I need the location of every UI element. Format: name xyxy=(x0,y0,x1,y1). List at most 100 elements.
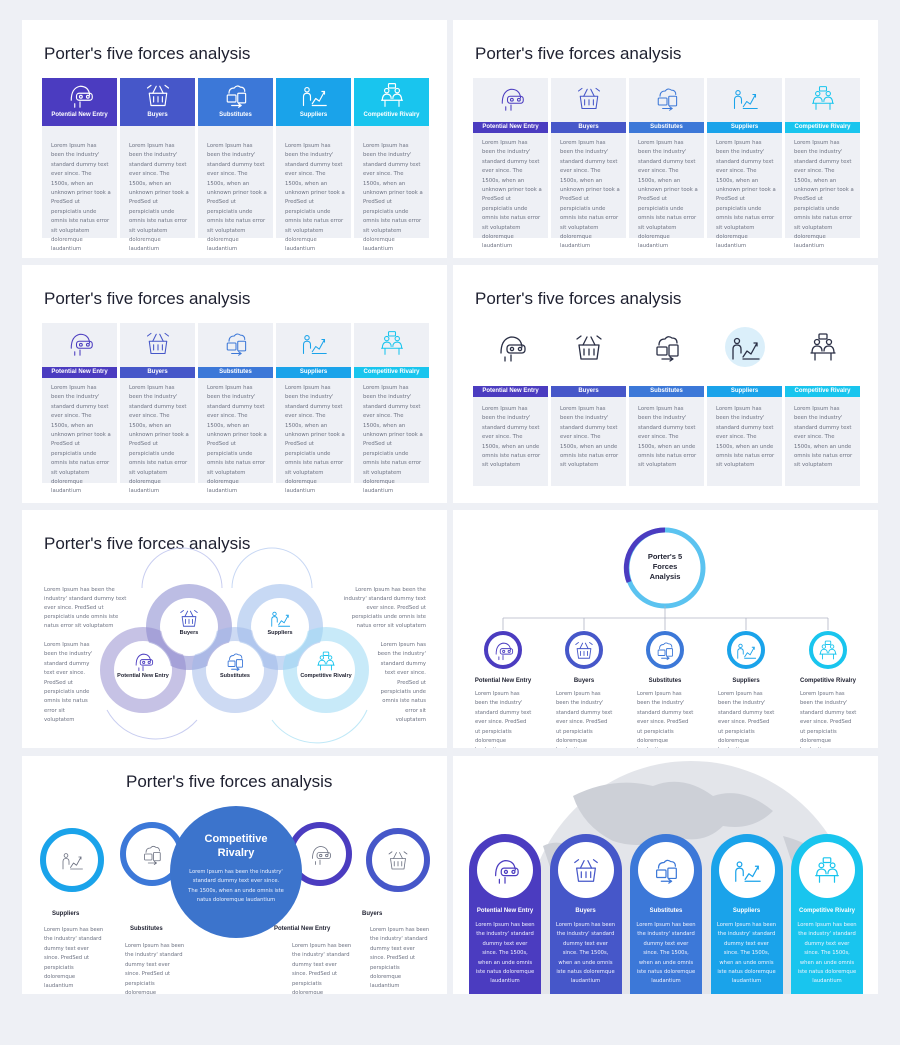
slide-title: Porter's five forces analysis xyxy=(44,44,251,63)
node-label: Buyers xyxy=(573,678,595,684)
column-label: Suppliers xyxy=(299,112,328,118)
icon-disc xyxy=(718,842,775,898)
column-body xyxy=(707,386,782,486)
vr-headset-icon xyxy=(490,855,520,890)
label-bar: Potential New Entry xyxy=(473,386,548,397)
team-meeting-icon xyxy=(809,84,837,117)
column-label: Buyers xyxy=(147,112,168,118)
team-meeting-icon xyxy=(378,329,406,362)
label-bar: Suppliers xyxy=(707,386,782,397)
card-text: Lorem Ipsum has been the industry' stand… xyxy=(797,922,857,985)
slide-title: Porter's five forces analysis xyxy=(44,289,251,308)
supplier-chart-icon xyxy=(732,855,762,890)
label-bar: Buyers xyxy=(551,386,626,397)
force-column: Competitive Rivalry Lorem Ipsum has been … xyxy=(785,386,860,486)
slide-title: Porter's five forces analysis xyxy=(126,772,333,791)
column-text: Lorem Ipsum has been the industry' stand… xyxy=(363,143,423,253)
slide-3: Porter's five forces analysis Potential … xyxy=(22,265,447,503)
slide-7: Porter's five forces analysis Suppliers L… xyxy=(22,756,447,994)
force-column: Potential New Entry Lorem Ipsum has been … xyxy=(42,78,117,252)
force-card: Potential New Entry Lorem Ipsum has been … xyxy=(469,834,541,994)
node-ring xyxy=(565,631,603,669)
slide-6: Porter's 5 Forces Analysis Potential New… xyxy=(453,510,878,748)
card-label: Competitive Rivalry xyxy=(798,908,856,914)
column-text: Lorem Ipsum has been the industry' stand… xyxy=(638,406,697,469)
force-column: Competitive Rivalry Lorem Ipsum has been … xyxy=(354,323,429,494)
force-column: Substitutes Lorem Ipsum has been the indu… xyxy=(629,78,704,249)
node-ring xyxy=(727,631,765,669)
supplier-chart-icon xyxy=(269,607,291,634)
column-text: Lorem Ipsum has been the industry' stand… xyxy=(716,140,776,250)
label-bar: Substitutes xyxy=(629,386,704,397)
label-bar: Substitutes xyxy=(629,122,704,133)
label-bar: Competitive Rivalry xyxy=(785,122,860,133)
card-label: Buyers xyxy=(575,908,596,914)
column-text: Lorem Ipsum has been the industry' stand… xyxy=(285,385,345,495)
team-meeting-icon xyxy=(801,325,845,369)
center-title: Porter's 5 Forces Analysis xyxy=(647,552,683,581)
force-column: Suppliers Lorem Ipsum has been the indust… xyxy=(707,386,782,486)
rings-diagram xyxy=(100,547,369,744)
column-body xyxy=(276,126,351,238)
force-column: Competitive Rivalry Lorem Ipsum has been … xyxy=(354,78,429,252)
label-bar: Potential New Entry xyxy=(42,367,117,378)
column-text: Lorem Ipsum has been the industry' stand… xyxy=(482,406,541,469)
ring-label: Substitutes xyxy=(220,673,250,679)
ring-label: Competitive Rivalry xyxy=(300,673,352,679)
node-label: Suppliers xyxy=(732,678,760,684)
shopping-basket-icon xyxy=(573,639,595,666)
column-label: Potential New Entry xyxy=(51,112,108,118)
slide-5: Porter's five forces analysis Buyers Supp… xyxy=(22,510,447,748)
label-bar: Potential New Entry xyxy=(473,122,548,133)
force-column: Suppliers Lorem Ipsum has been the indust… xyxy=(276,78,351,252)
shopping-basket-icon xyxy=(571,855,601,890)
slide-4: Porter's five forces analysis Potential … xyxy=(453,265,878,503)
text-block: Lorem Ipsum has been the industry' stand… xyxy=(44,587,127,629)
card-text: Lorem Ipsum has been the industry' stand… xyxy=(636,922,696,985)
node-text: Lorem Ipsum has been the industry' stand… xyxy=(800,691,857,748)
force-card: Buyers Lorem Ipsum has been the industry'… xyxy=(549,834,622,994)
slide-2: Porter's five forces analysis Potential … xyxy=(453,20,878,258)
swap-icon xyxy=(224,650,246,677)
slide-title: Porter's five forces analysis xyxy=(44,534,251,553)
card-label: Substitutes xyxy=(649,908,683,914)
ring-label: Potential New Entry xyxy=(274,926,331,932)
force-column: Substitutes Lorem Ipsum has been the indu… xyxy=(198,78,273,252)
card-label: Suppliers xyxy=(732,908,761,914)
column-body xyxy=(42,126,117,238)
column-text: Lorem Ipsum has been the industry' stand… xyxy=(207,385,267,495)
force-ring xyxy=(366,828,430,892)
node-label: Potential New Entry xyxy=(474,678,532,684)
ring-label: Suppliers xyxy=(267,630,293,636)
force-card: Suppliers Lorem Ipsum has been the indust… xyxy=(710,834,783,994)
slide-title: Porter's five forces analysis xyxy=(475,289,682,308)
supplier-chart-icon xyxy=(723,325,767,369)
vr-headset-icon xyxy=(66,329,94,362)
swap-icon xyxy=(653,84,681,117)
vr-headset-icon xyxy=(489,325,533,369)
text-block: Lorem Ipsum has been the industry' stand… xyxy=(343,587,426,629)
column-body xyxy=(354,126,429,238)
node-label: Substitutes xyxy=(648,678,682,684)
shopping-basket-icon xyxy=(144,81,172,114)
column-text: Lorem Ipsum has been the industry' stand… xyxy=(560,140,620,250)
column-text: Lorem Ipsum has been the industry' stand… xyxy=(638,140,698,250)
column-body xyxy=(551,386,626,486)
team-meeting-icon xyxy=(315,650,337,677)
column-text: Lorem Ipsum has been the industry' stand… xyxy=(207,143,267,253)
column-text: Lorem Ipsum has been the industry' stand… xyxy=(716,406,775,469)
ring-label: Potential New Entry xyxy=(117,673,169,679)
column-text: Lorem Ipsum has been the industry' stand… xyxy=(794,406,853,469)
big-circle-text: Lorem Ipsum has been the industry' stand… xyxy=(188,869,284,903)
force-column: Buyers Lorem Ipsum has been the industry'… xyxy=(120,323,195,494)
ring-label: Buyers xyxy=(179,630,199,636)
force-column: Suppliers Lorem Ipsum has been the indust… xyxy=(276,323,351,494)
card-text: Lorem Ipsum has been the industry' stand… xyxy=(475,922,535,985)
force-column: Buyers Lorem Ipsum has been the industry'… xyxy=(551,386,626,486)
vr-headset-icon xyxy=(308,842,332,871)
label-bar: Buyers xyxy=(551,122,626,133)
column-body xyxy=(354,323,429,483)
column-header xyxy=(354,78,429,126)
icon-disc xyxy=(557,842,614,898)
node-ring xyxy=(484,631,522,669)
